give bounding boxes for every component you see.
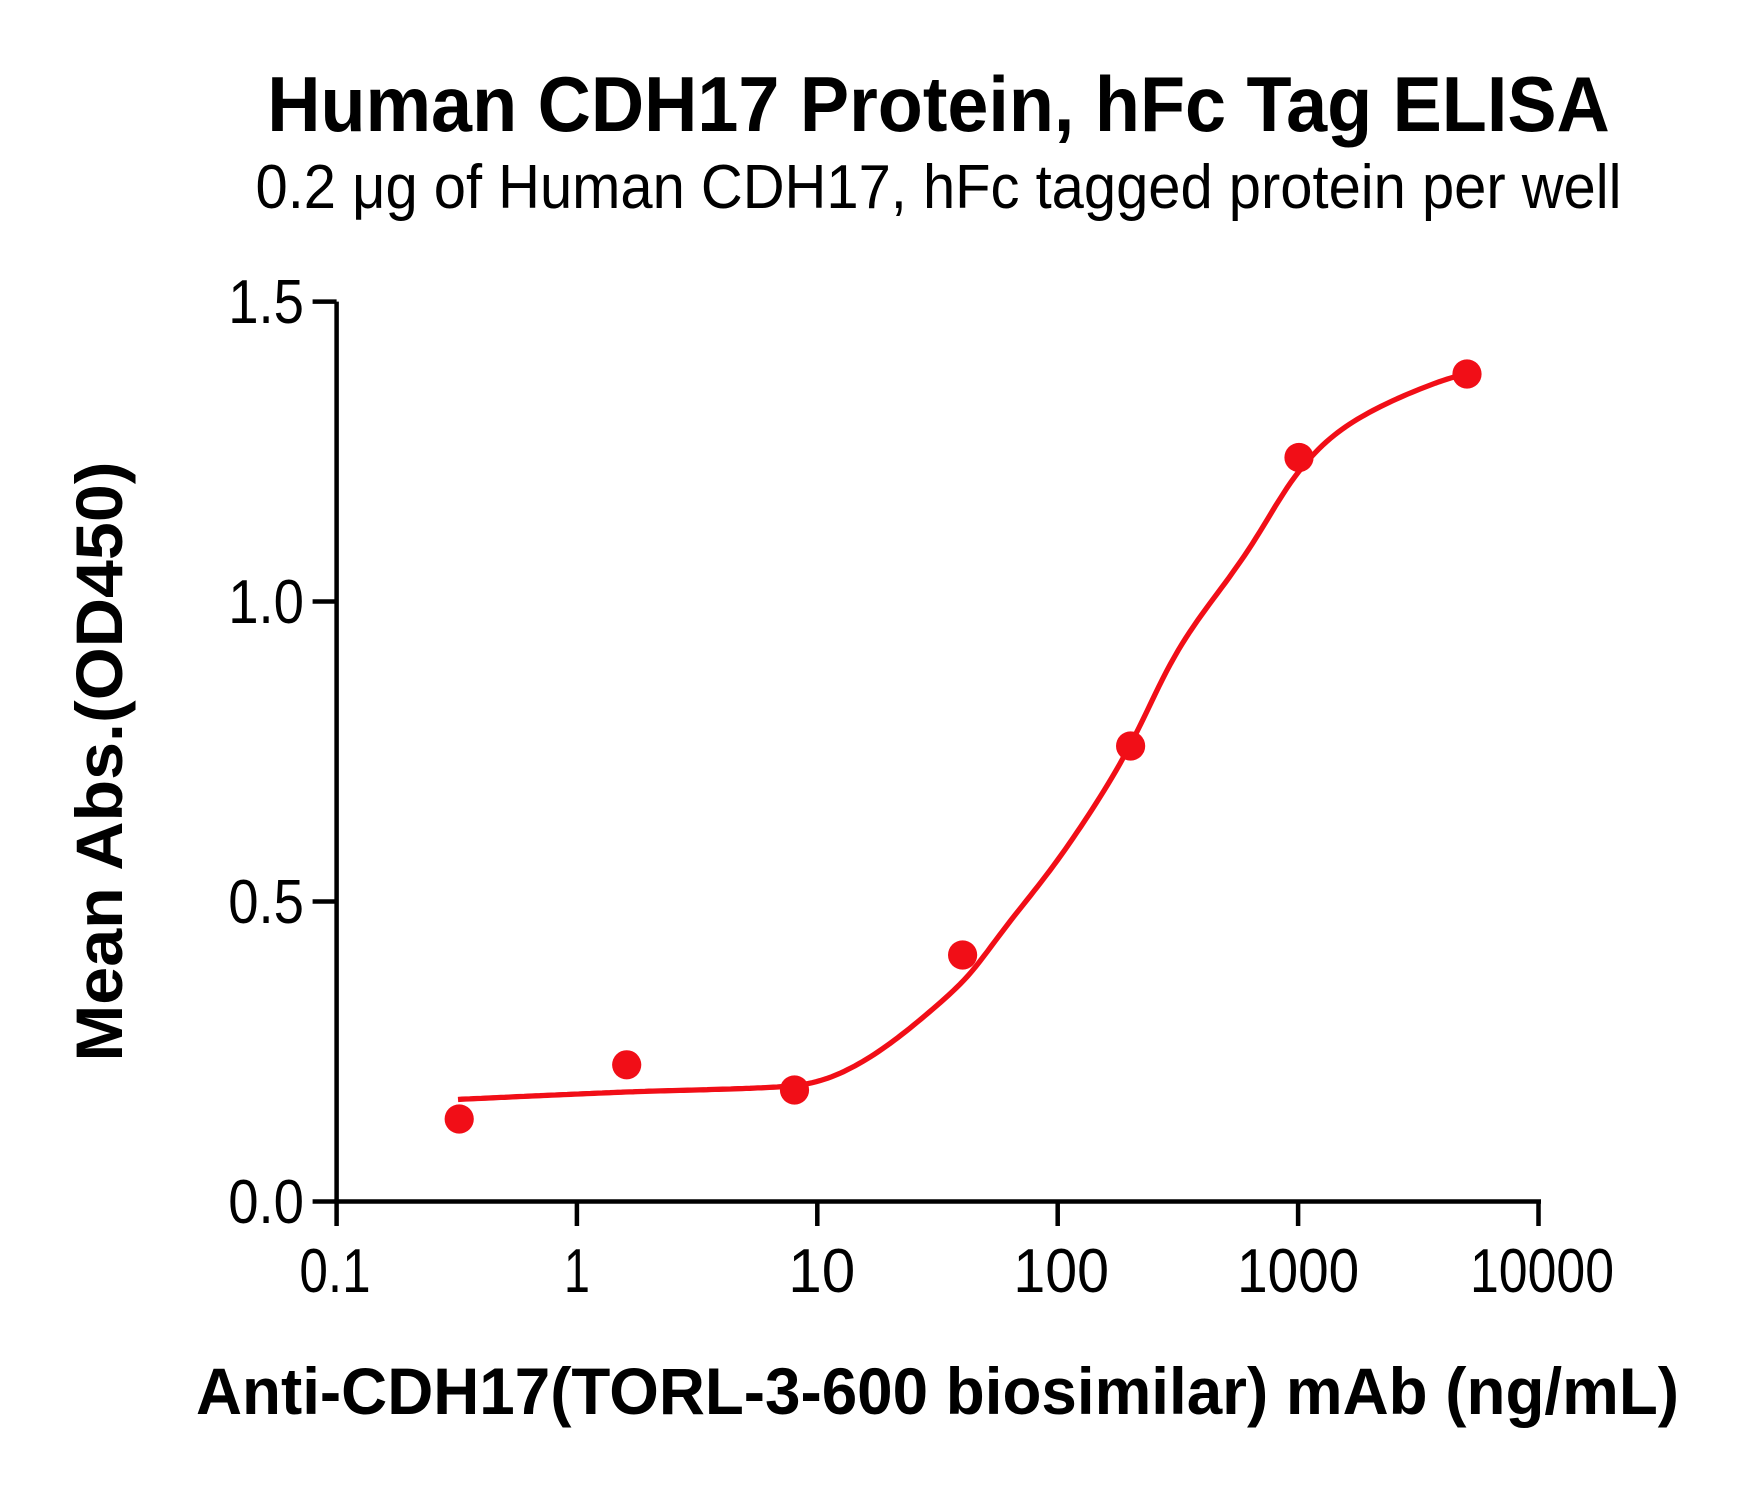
svg-text:10000: 10000 [1470, 1237, 1614, 1306]
svg-text:0.2 μg of Human CDH17, hFc tag: 0.2 μg of Human CDH17, hFc tagged protei… [256, 153, 1622, 222]
svg-text:Mean Abs.(OD450): Mean Abs.(OD450) [62, 462, 136, 1062]
svg-text:0.5: 0.5 [228, 868, 304, 937]
svg-text:10: 10 [788, 1237, 855, 1306]
svg-text:1: 1 [564, 1237, 590, 1306]
svg-text:Human CDH17 Protein, hFc Tag E: Human CDH17 Protein, hFc Tag ELISA [267, 62, 1610, 148]
svg-text:1.0: 1.0 [228, 568, 304, 637]
svg-text:0.0: 0.0 [228, 1168, 304, 1237]
svg-text:100: 100 [1013, 1237, 1109, 1306]
svg-text:Anti-CDH17(TORL-3-600 biosimil: Anti-CDH17(TORL-3-600 biosimilar) mAb (n… [196, 1354, 1679, 1428]
svg-text:1000: 1000 [1237, 1237, 1359, 1306]
svg-text:0.1: 0.1 [299, 1237, 370, 1306]
svg-text:1.5: 1.5 [228, 268, 304, 337]
